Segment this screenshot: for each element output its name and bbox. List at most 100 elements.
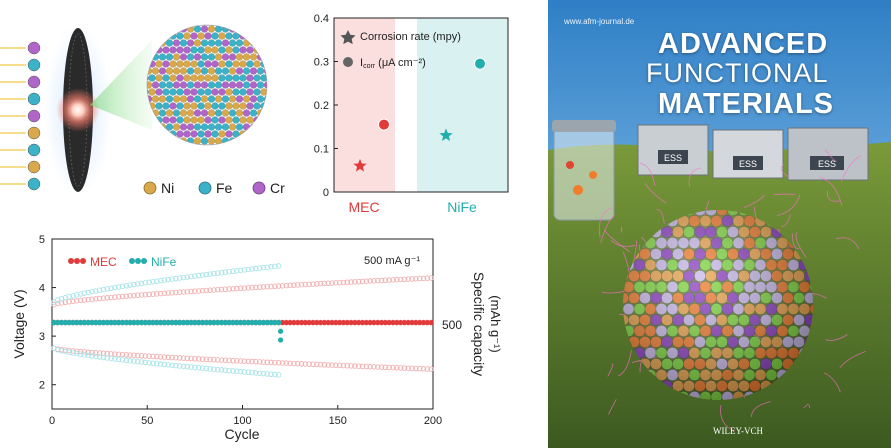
sphere-atom [225, 60, 233, 68]
sphere-atom [228, 25, 237, 33]
cycling-legend: MEC NiFe [68, 255, 177, 269]
sphere-atom [256, 95, 265, 103]
cycle-point [173, 275, 179, 282]
cycle-point [416, 275, 423, 282]
ion-atom [27, 75, 41, 89]
sphere-atom [249, 123, 258, 131]
sphere-atom [228, 123, 237, 131]
cycle-point [195, 272, 202, 279]
cycle-point [428, 319, 434, 326]
cycle-point [375, 364, 381, 370]
sphere-atom [165, 81, 174, 89]
sphere-atom [190, 88, 198, 96]
sphere-atom [148, 144, 156, 145]
cycle-point [283, 360, 290, 366]
sphere-atom [165, 95, 174, 103]
cycle-point [424, 275, 431, 281]
cycle-point [154, 291, 160, 297]
cycle-point [154, 278, 160, 284]
cycle-point [359, 278, 366, 285]
sphere-atom [183, 116, 191, 124]
cycle-point [355, 363, 362, 369]
cycle-point [218, 367, 225, 373]
cycle-point [390, 277, 396, 283]
cycle-point [195, 365, 202, 371]
sphere-atom [172, 81, 181, 89]
cycle-point [161, 361, 168, 368]
cycle-point [272, 371, 278, 378]
sphere-atom [165, 137, 174, 145]
cycle-point [176, 355, 183, 361]
sphere-atom [211, 46, 219, 54]
sphere-atom [260, 74, 267, 82]
cycle-point [112, 356, 118, 362]
cycle-point [127, 352, 133, 358]
cycle-point [100, 295, 107, 301]
sphere-atom [158, 81, 167, 89]
cycle-point [253, 284, 259, 291]
cycle-point [333, 280, 339, 286]
sphere-atom [249, 39, 258, 47]
cycle-point [321, 280, 328, 287]
sphere-atom [246, 46, 254, 54]
cycle-point [245, 285, 251, 291]
cycle-point [314, 361, 320, 368]
sphere-atom [165, 25, 174, 33]
cycle-point [275, 360, 282, 366]
sphere-atom [148, 130, 156, 138]
sphere-atom [218, 144, 226, 145]
sphere-atom [172, 137, 181, 145]
cycle-point [146, 353, 152, 359]
cycle-point [294, 282, 301, 288]
legend-corrosion-rate: Corrosion rate (mpy) [360, 31, 461, 43]
cycling-chart: 0 50 100 150 200 2 3 4 5 MEC NiFe 500 mA g⁻¹ Cyc… [11, 234, 503, 442]
sphere-atom [235, 67, 244, 75]
sphere-atom [235, 95, 244, 103]
cycle-point [241, 358, 248, 364]
cycle-point [329, 280, 335, 286]
cycle-point [298, 361, 305, 367]
incoming-ions [0, 41, 41, 191]
sphere-atom [232, 25, 240, 26]
axis-ticks: 0 50 100 150 200 2 3 4 5 [39, 234, 442, 427]
ess-label-1: ESS [664, 153, 682, 163]
sphere-atom [256, 67, 265, 75]
y-tick-label: 4 [39, 283, 45, 295]
sphere-atom [235, 53, 244, 61]
sphere-atom [197, 74, 205, 82]
sphere-atom [204, 74, 212, 82]
cycle-point [249, 369, 255, 376]
cycle-point [352, 279, 358, 285]
ion-atom [27, 92, 41, 106]
sphere-atom [221, 123, 230, 131]
sphere-atom [200, 123, 209, 131]
sphere-atom [221, 95, 230, 103]
sphere-atom [256, 137, 265, 145]
cycle-point [184, 355, 191, 362]
cycle-point [142, 359, 149, 366]
sphere-atom [249, 95, 258, 103]
sphere-atom [183, 74, 191, 82]
cycle-point [150, 291, 156, 297]
cycle-point [272, 263, 278, 270]
icorr-point [474, 57, 486, 70]
sphere-atom [200, 53, 209, 61]
cycle-point [131, 292, 137, 299]
sphere-atom [218, 130, 226, 138]
cycle-point [96, 354, 103, 360]
sphere-atom [147, 25, 153, 33]
cycle-point [119, 283, 126, 290]
cycle-point [146, 360, 152, 366]
sphere-atom [232, 46, 240, 54]
cycle-point [199, 272, 206, 278]
cycle-point [104, 355, 110, 361]
cycle-point [70, 298, 76, 305]
sphere-atom [155, 25, 163, 26]
sphere-atom [186, 123, 195, 131]
sphere-atom [151, 67, 160, 75]
cycle-point [199, 356, 206, 362]
sphere-atom [162, 74, 170, 82]
cycle-point [355, 278, 362, 285]
sphere-atom [183, 25, 191, 26]
sphere-atom [165, 53, 174, 61]
